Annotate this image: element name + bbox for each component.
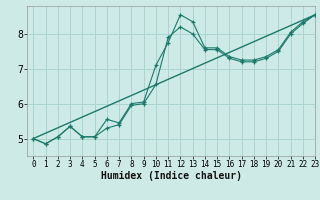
X-axis label: Humidex (Indice chaleur): Humidex (Indice chaleur) <box>101 171 242 181</box>
